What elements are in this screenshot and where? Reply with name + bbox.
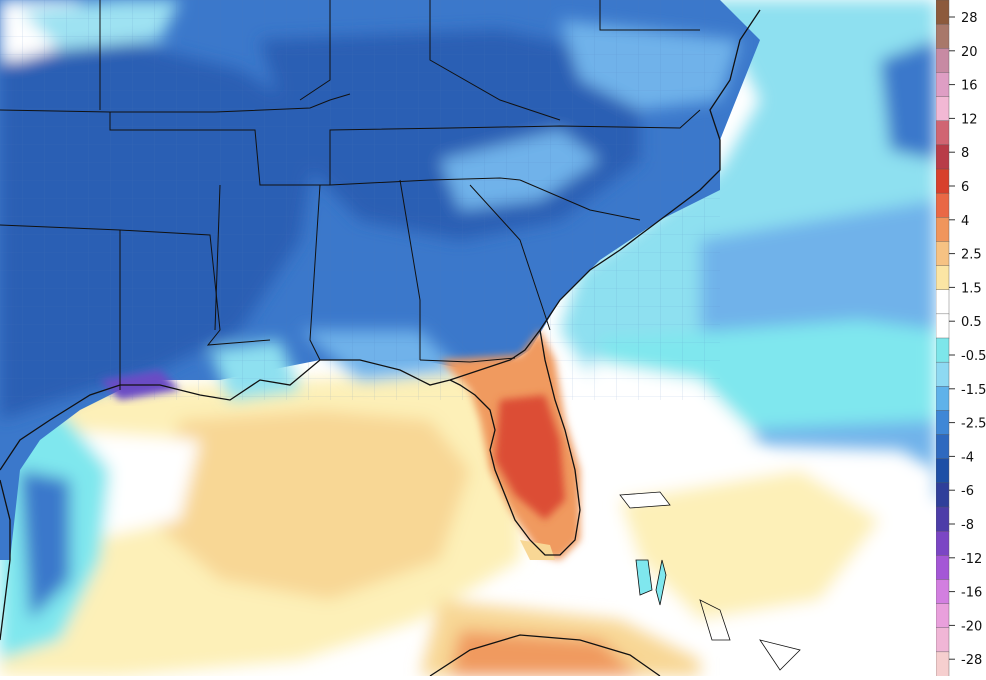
legend-swatch <box>935 241 950 267</box>
florida-anomaly <box>440 330 580 560</box>
legend-canvas: 28 20 16 12 8 6 4 2.5 1.5 0.5 -0.5 -1.5 -2.5 -4 -6 -8 -1… <box>935 0 986 677</box>
coastline <box>0 9 761 676</box>
legend-swatch <box>935 144 950 170</box>
legend-swatch <box>935 361 950 387</box>
bahamas-islands <box>619 491 801 671</box>
legend-label: -1.5 <box>961 383 986 398</box>
legend-label: 12 <box>961 112 978 127</box>
legend-label: 4 <box>961 214 969 229</box>
legend-label: 8 <box>961 146 969 161</box>
legend-label: -20 <box>961 619 982 634</box>
legend-swatch <box>935 265 950 291</box>
legend-label: 2.5 <box>961 248 982 263</box>
legend-label: -16 <box>961 586 982 601</box>
legend-label: 20 <box>961 45 978 60</box>
legend-swatch <box>935 48 950 74</box>
map-canvas <box>0 0 936 676</box>
legend-swatch <box>935 217 950 243</box>
legend-swatch <box>935 72 950 98</box>
legend-swatch <box>935 579 950 605</box>
legend-label: 6 <box>961 180 969 195</box>
legend-swatch <box>935 434 950 460</box>
legend-label: 28 <box>961 11 978 26</box>
legend-swatch <box>935 168 950 194</box>
legend-label: -6 <box>961 484 974 499</box>
legend-swatch <box>935 337 950 363</box>
weather-map <box>0 0 936 676</box>
legend-swatch <box>935 555 950 581</box>
legend-swatch <box>935 192 950 218</box>
legend-swatch <box>935 603 950 629</box>
legend-swatch <box>935 386 950 412</box>
legend-swatch <box>935 458 950 484</box>
legend-swatch <box>935 120 950 146</box>
legend-label: 1.5 <box>961 281 982 296</box>
legend-label: -2.5 <box>961 417 986 432</box>
legend-label: 16 <box>961 79 978 94</box>
legend-label: -0.5 <box>961 349 986 364</box>
legend-swatch <box>935 410 950 436</box>
legend-swatch <box>935 289 950 315</box>
legend-swatch <box>935 482 950 508</box>
legend-label: -4 <box>961 450 974 465</box>
legend-swatch <box>935 627 950 653</box>
gulf-anomaly <box>0 370 936 676</box>
borders <box>0 0 701 390</box>
color-legend: 28 20 16 12 8 6 4 2.5 1.5 0.5 -0.5 -1.5 -2.5 -4 -6 -8 -1… <box>935 0 986 677</box>
legend-label: -12 <box>961 552 982 567</box>
legend-swatch <box>935 506 950 532</box>
legend-swatch <box>935 530 950 556</box>
legend-swatch <box>935 96 950 122</box>
legend-swatch <box>935 651 950 677</box>
legend-label: -28 <box>961 653 982 668</box>
legend-label: -8 <box>961 518 974 533</box>
land-anomaly <box>0 0 760 560</box>
legend-swatch <box>935 0 950 25</box>
legend-swatch <box>935 23 950 49</box>
legend-label: 0.5 <box>961 315 982 330</box>
legend-swatch <box>935 313 950 339</box>
